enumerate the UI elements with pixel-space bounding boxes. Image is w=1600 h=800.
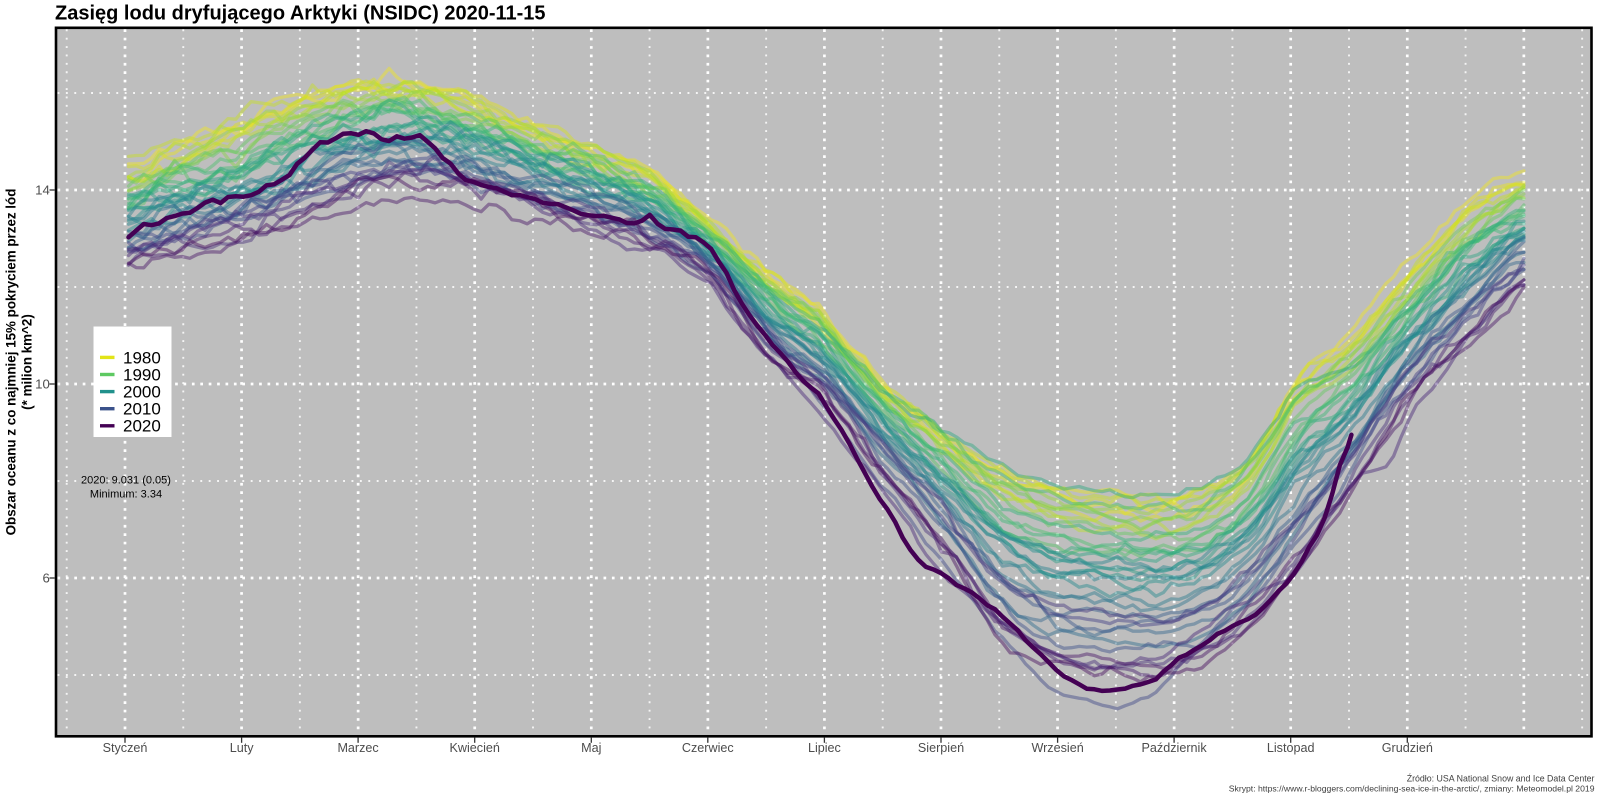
svg-text:6: 6 [42, 571, 49, 586]
svg-text:2000: 2000 [123, 383, 161, 402]
svg-text:Lipiec: Lipiec [808, 741, 841, 755]
svg-text:Listopad: Listopad [1267, 741, 1315, 755]
svg-text:Źródło: USA National Snow and: Źródło: USA National Snow and Ice Data C… [1407, 774, 1595, 784]
svg-text:10: 10 [35, 377, 50, 392]
svg-text:14: 14 [35, 183, 50, 198]
svg-text:(* milion km^2): (* milion km^2) [20, 314, 35, 410]
svg-text:Styczeń: Styczeń [103, 741, 148, 755]
svg-text:Grudzień: Grudzień [1382, 741, 1433, 755]
svg-text:1990: 1990 [123, 365, 161, 384]
svg-text:Zasięg lodu dryfującego Arktyk: Zasięg lodu dryfującego Arktyki (NSIDC) … [55, 3, 546, 25]
svg-text:Wrzesień: Wrzesień [1031, 741, 1083, 755]
svg-text:2020: 2020 [123, 417, 161, 436]
svg-text:Październik: Październik [1142, 741, 1208, 755]
svg-text:Luty: Luty [230, 741, 255, 755]
svg-text:2010: 2010 [123, 400, 161, 419]
svg-text:Sierpień: Sierpień [918, 741, 964, 755]
svg-text:Obszar oceanu z co najmniej 15: Obszar oceanu z co najmniej 15% pokrycie… [4, 189, 19, 536]
svg-text:1980: 1980 [123, 348, 161, 367]
svg-text:Skrypt: https://www.r-bloggers: Skrypt: https://www.r-bloggers.com/decli… [1229, 784, 1595, 794]
svg-text:Maj: Maj [581, 741, 601, 755]
svg-text:Marzec: Marzec [337, 741, 378, 755]
svg-text:Kwiecień: Kwiecień [449, 741, 499, 755]
svg-text:Minimum: 3.34: Minimum: 3.34 [90, 489, 162, 501]
svg-text:Czerwiec: Czerwiec [682, 741, 734, 755]
svg-text:2020: 9.031 (0.05): 2020: 9.031 (0.05) [81, 475, 171, 487]
